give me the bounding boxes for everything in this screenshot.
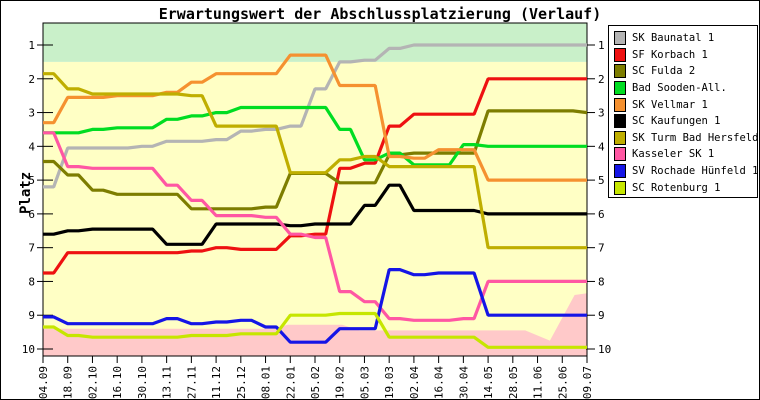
background-bands	[43, 23, 587, 356]
x-tick-label: 18.09	[62, 366, 75, 399]
legend-label: SK Turm Bad Hersfeld	[632, 131, 759, 144]
series-line-sk-turm-bad-hersfeld	[43, 72, 587, 250]
x-tick-label: 19.03	[383, 366, 396, 399]
x-tick-label: 13.11	[161, 366, 174, 399]
x-tick-label: 11.06	[532, 366, 545, 399]
legend-item: Kasseler SK 1	[609, 146, 757, 163]
y-tick-label-right: 8	[598, 275, 605, 288]
x-tick-label: 02.04	[408, 366, 421, 399]
legend-label: SK Vellmar 1	[632, 98, 708, 111]
x-tick-label: 19.02	[334, 366, 347, 399]
x-tick-label: 30.04	[457, 366, 470, 399]
x-tick-label: 25.12	[235, 366, 248, 399]
x-tick-label: 02.10	[86, 366, 99, 399]
legend-label: SV Rochade Hünfeld 1	[632, 165, 759, 178]
legend-item: SC Rotenburg 1	[609, 179, 757, 196]
y-tick-label-right: 2	[598, 73, 605, 86]
series-line-sv-rochade-h-nfeld-1	[43, 268, 587, 344]
legend-label: Kasseler SK 1	[632, 148, 715, 161]
x-tick-label: 05.03	[358, 366, 371, 399]
series-line-sf-korbach-1	[43, 77, 587, 275]
legend-label: Bad Sooden-All.	[632, 82, 727, 95]
x-tick-label: 04.09	[37, 366, 50, 399]
legend-swatch-icon	[614, 180, 626, 195]
legend-label: SC Rotenburg 1	[632, 181, 721, 194]
x-tick-label: 05.02	[309, 366, 322, 399]
chart-title: Erwartungswert der Abschlussplatzierung …	[158, 5, 602, 23]
x-tick-label: 16.04	[433, 366, 446, 399]
y-tick-label-left: 9	[28, 309, 35, 322]
series-line-sk-baunatal-1	[43, 43, 587, 189]
legend-item: SC Kaufungen 1	[609, 113, 757, 130]
y-tick-label-left: 10	[22, 343, 35, 356]
y-tick-label-left: 3	[28, 107, 35, 120]
y-tick-label-right: 5	[598, 174, 605, 187]
legend-swatch-icon	[614, 114, 626, 129]
legend-label: SC Kaufungen 1	[632, 115, 721, 128]
legend-swatch-icon	[614, 164, 626, 179]
x-tick-label: 14.05	[482, 366, 495, 399]
series-line-sc-rotenburg-1	[43, 311, 587, 349]
y-tick-label-right: 3	[598, 107, 605, 120]
x-tick-label: 16.10	[111, 366, 124, 399]
y-axis-label: Platz	[18, 171, 34, 214]
legend-swatch-icon	[614, 64, 626, 79]
legend-item: SK Turm Bad Hersfeld	[609, 130, 759, 147]
legend-item: SV Rochade Hünfeld 1	[609, 163, 759, 180]
legend-swatch-icon	[614, 31, 626, 46]
legend-item: SC Fulda 2	[609, 63, 757, 80]
legend-item: SK Baunatal 1	[609, 30, 757, 47]
y-tick-label-left: 7	[28, 242, 35, 255]
legend-item: Bad Sooden-All.	[609, 80, 757, 97]
relegation-zone	[43, 293, 587, 356]
y-tick-label-right: 1	[598, 39, 605, 52]
legend-label: SF Korbach 1	[632, 48, 708, 61]
legend-swatch-icon	[614, 130, 626, 145]
legend-item: SF Korbach 1	[609, 47, 757, 64]
y-tick-label-left: 6	[28, 208, 35, 221]
y-tick-label-left: 4	[28, 140, 35, 153]
x-tick-label: 30.10	[136, 366, 149, 399]
y-tick-label-right: 4	[598, 140, 605, 153]
x-tick-label: 27.11	[185, 366, 198, 399]
series-line-bad-sooden-all-	[43, 105, 587, 167]
y-tick-label-right: 10	[598, 343, 611, 356]
y-tick-label-left: 1	[28, 39, 35, 52]
y-tick-label-left: 8	[28, 275, 35, 288]
series-line-sc-kaufungen-1	[43, 183, 587, 246]
x-tick-label: 11.12	[210, 366, 223, 399]
legend-swatch-icon	[614, 81, 626, 96]
legend-label: SC Fulda 2	[632, 65, 696, 78]
y-tick-label-left: 2	[28, 73, 35, 86]
x-tick-label: 09.07	[581, 366, 594, 399]
legend-swatch-icon	[614, 97, 626, 112]
y-tick-label-left: 5	[28, 174, 35, 187]
y-tick-label-right: 7	[598, 242, 605, 255]
x-tick-label: 28.05	[507, 366, 520, 399]
y-tick-label-right: 9	[598, 309, 605, 322]
series-line-sk-vellmar-1	[43, 53, 587, 182]
x-tick-label: 25.06	[556, 366, 569, 399]
legend: SK Baunatal 1 SF Korbach 1 SC Fulda 2 Bad S…	[608, 25, 758, 198]
legend-label: SK Baunatal 1	[632, 32, 715, 45]
legend-item: SK Vellmar 1	[609, 96, 757, 113]
y-tick-label-right: 6	[598, 208, 605, 221]
x-tick-label: 08.01	[260, 366, 273, 399]
axes	[37, 22, 595, 363]
series-line-kasseler-sk-1	[43, 131, 587, 322]
x-tick-label: 22.01	[284, 366, 297, 399]
legend-swatch-icon	[614, 147, 626, 162]
legend-swatch-icon	[614, 47, 626, 62]
